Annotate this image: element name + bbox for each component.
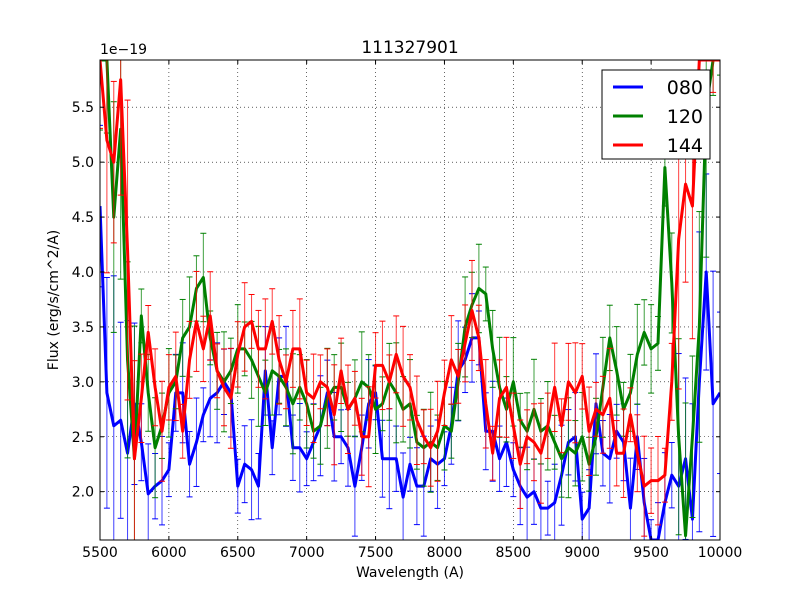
- x-tick-label: 10000: [698, 545, 743, 561]
- ticks: 5500 6000 6500 7000 7500 8000 8500 9000 9500 1000…: [72, 60, 743, 561]
- x-tick-label: 9000: [564, 545, 600, 561]
- x-tick-label: 7000: [289, 545, 325, 561]
- y-tick-label: 4.0: [72, 265, 94, 281]
- x-tick-label: 6000: [151, 545, 187, 561]
- y-tick-label: 5.0: [72, 155, 94, 171]
- legend-label-120: 120: [667, 106, 703, 128]
- y-offset-text: 1e−19: [100, 42, 147, 58]
- legend-label-080: 080: [667, 77, 703, 99]
- legend: 080 120 144: [601, 69, 711, 160]
- series-line-144: [100, 60, 720, 488]
- x-tick-label: 5500: [82, 545, 118, 561]
- x-axis-label: Wavelength (A): [356, 565, 464, 581]
- y-axis-label: Flux (erg/s/cm^2/A): [46, 230, 62, 370]
- series-144: [100, 60, 720, 540]
- series-layer: [100, 60, 720, 540]
- chart-title: 111327901: [361, 38, 458, 58]
- legend-label-144: 144: [667, 135, 703, 157]
- y-tick-label: 3.0: [72, 375, 94, 391]
- y-tick-label: 5.5: [72, 100, 94, 116]
- y-tick-label: 4.5: [72, 210, 94, 226]
- x-tick-label: 7500: [358, 545, 394, 561]
- y-tick-label: 3.5: [72, 320, 94, 336]
- x-tick-label: 8000: [427, 545, 463, 561]
- x-tick-label: 6500: [220, 545, 256, 561]
- plot-frame: [99, 59, 721, 541]
- y-tick-label: 2.0: [72, 485, 94, 501]
- y-tick-label: 2.5: [72, 430, 94, 446]
- x-tick-label: 9500: [633, 545, 669, 561]
- x-tick-label: 8500: [496, 545, 532, 561]
